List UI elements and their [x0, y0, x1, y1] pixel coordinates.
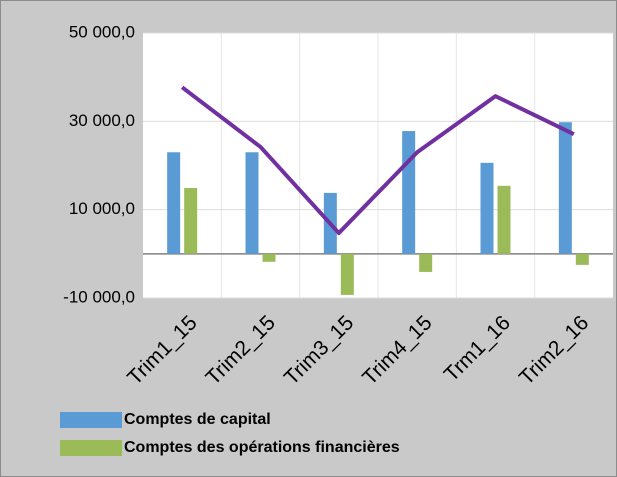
- bar: [167, 152, 181, 254]
- bar: [480, 162, 494, 254]
- bar: [419, 253, 433, 272]
- bar: [402, 131, 416, 254]
- y-tick-label: 30 000,0: [69, 111, 135, 130]
- bar: [262, 253, 276, 262]
- y-tick-label: 50 000,0: [69, 22, 135, 41]
- bar: [575, 253, 589, 265]
- bar: [245, 152, 259, 254]
- legend-label: Comptes des opérations financières: [124, 439, 400, 456]
- legend-label: Comptes de capital: [124, 411, 271, 428]
- y-tick-label: 10 000,0: [69, 199, 135, 218]
- legend-swatch: [60, 440, 122, 456]
- bar: [184, 188, 198, 254]
- y-tick-label: -10 000,0: [63, 287, 135, 306]
- legend-swatch: [60, 412, 122, 428]
- bar: [558, 122, 572, 254]
- line-series: [180, 85, 575, 236]
- bar: [497, 185, 511, 254]
- bar: [340, 253, 354, 295]
